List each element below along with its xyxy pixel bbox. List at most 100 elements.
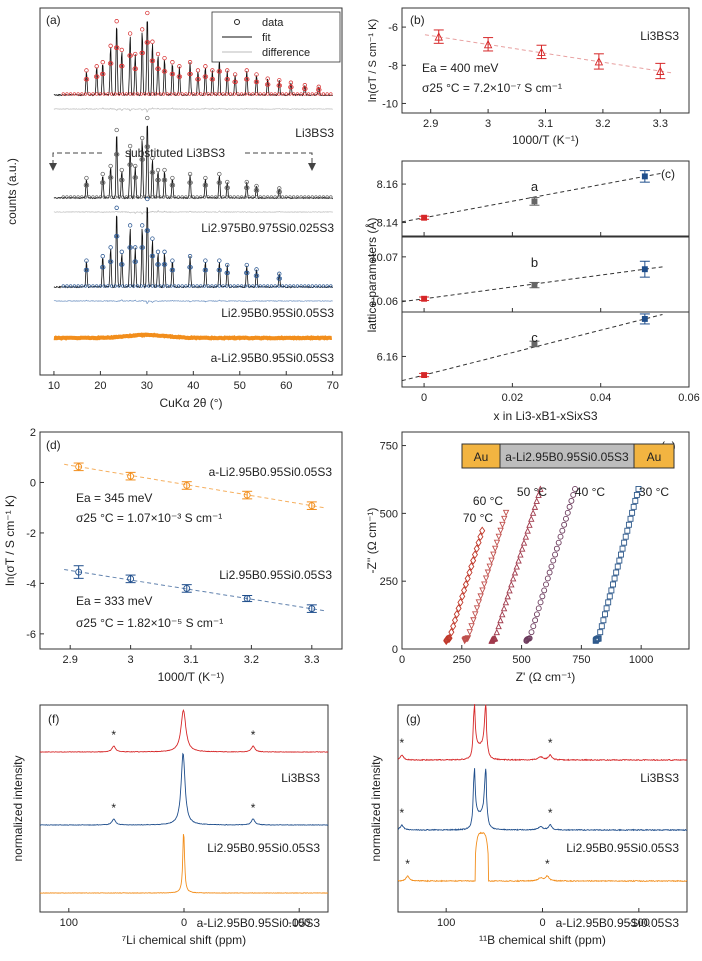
- data-point: [479, 587, 486, 594]
- data-point: [444, 634, 451, 644]
- data-point: [280, 284, 285, 288]
- x-tick-label: 3: [485, 118, 491, 130]
- data-point: [445, 634, 452, 644]
- data-point: [119, 47, 124, 53]
- data-point: [543, 581, 549, 588]
- data-point: [299, 195, 303, 199]
- data-point: [101, 180, 106, 185]
- data-point: [127, 472, 135, 480]
- data-point: [187, 171, 193, 177]
- x-tick-label: -100: [288, 917, 310, 929]
- spinning-sideband-marker: *: [111, 801, 116, 815]
- cell-schematic: Au a-Li2.95B0.95Si0.05S3 Au: [461, 443, 675, 469]
- data-point: [269, 92, 273, 96]
- spinning-sideband-marker: *: [251, 801, 256, 815]
- data-point: [145, 115, 150, 121]
- y-tick-label: -6: [388, 22, 398, 34]
- data-point: [143, 92, 147, 96]
- data-point: [188, 284, 192, 288]
- data-point: [559, 527, 566, 534]
- data-point: [109, 61, 114, 66]
- data-point: [605, 599, 612, 606]
- data-point: [150, 92, 155, 96]
- conductivity: σ25 °C = 1.07×10⁻³ S cm⁻¹: [76, 511, 222, 525]
- y-tick-label: 2: [30, 427, 36, 439]
- data-point: [165, 92, 169, 96]
- data-point: [258, 92, 262, 96]
- data-point: [150, 170, 156, 175]
- data-point: [76, 195, 80, 199]
- data-point: [537, 47, 546, 56]
- data-point: [214, 284, 218, 288]
- data-point: [140, 135, 145, 141]
- data-point: [506, 586, 513, 594]
- y-tick-label: 250: [380, 576, 398, 588]
- data-point: [135, 92, 140, 96]
- data-point: [150, 195, 155, 199]
- data-point: [606, 593, 613, 600]
- data-point: [448, 627, 455, 637]
- y-tick-label: 6.16: [377, 351, 398, 363]
- data-point: [277, 83, 282, 88]
- data-point: [100, 60, 105, 65]
- data-point: [292, 284, 296, 288]
- data-point: [504, 592, 511, 600]
- data-points: [61, 115, 333, 199]
- data-point: [225, 284, 229, 288]
- data-point: [128, 284, 132, 288]
- data-point: [461, 586, 468, 595]
- data-point: [486, 563, 493, 571]
- data-point: [203, 258, 208, 263]
- data-point: [471, 611, 479, 618]
- data-point: [325, 92, 329, 96]
- data-point: [203, 267, 209, 273]
- data-point: [247, 92, 251, 96]
- data-point: [84, 77, 90, 82]
- data-point: [109, 195, 114, 199]
- data-point: [292, 195, 296, 199]
- data-point: [150, 58, 156, 63]
- data-point: [314, 195, 318, 199]
- data-point: [191, 284, 195, 288]
- x-axis-label: x in Li3-xB1-xSixS3: [493, 409, 597, 423]
- data-point: [627, 515, 634, 522]
- data-point: [233, 79, 238, 85]
- data-point: [262, 92, 266, 96]
- data-point: [162, 69, 168, 74]
- data-point: [119, 167, 124, 173]
- spinning-sideband-marker: *: [548, 736, 553, 750]
- series-label: a-Li2.95B0.95Si0.05S3: [197, 916, 321, 930]
- y-tick-label: -2: [26, 528, 36, 540]
- x-tick-label: 40: [187, 380, 199, 392]
- data-point: [195, 68, 201, 73]
- data-point: [100, 254, 105, 259]
- data-point: [217, 171, 222, 177]
- data-point: [515, 557, 522, 564]
- data-point: [316, 84, 321, 89]
- electrode-right: [633, 443, 675, 469]
- data-point: [162, 177, 168, 183]
- fit-line: [64, 463, 324, 509]
- series-label: a-Li2.95B0.95Si0.05S3: [211, 351, 335, 365]
- data-point: [470, 617, 477, 624]
- data-point: [188, 71, 193, 77]
- data-point: [530, 623, 537, 630]
- data-point: [199, 195, 203, 199]
- data-point: [617, 551, 624, 558]
- data-point: [531, 340, 538, 347]
- data-point: [535, 491, 542, 498]
- data-point: [470, 556, 477, 565]
- data-point: [109, 284, 114, 288]
- data-point: [553, 545, 560, 552]
- panel-label: (g): [406, 712, 421, 726]
- data-point: [266, 82, 271, 87]
- data-point: [225, 270, 230, 276]
- data-point: [243, 284, 247, 288]
- y-tick-label: 8.14: [377, 218, 398, 230]
- data-point: [115, 234, 120, 239]
- y-tick-label: -8: [388, 60, 398, 72]
- data-point: [65, 284, 69, 288]
- data-point: [176, 92, 181, 96]
- data-point: [217, 267, 223, 273]
- data-point: [133, 245, 138, 250]
